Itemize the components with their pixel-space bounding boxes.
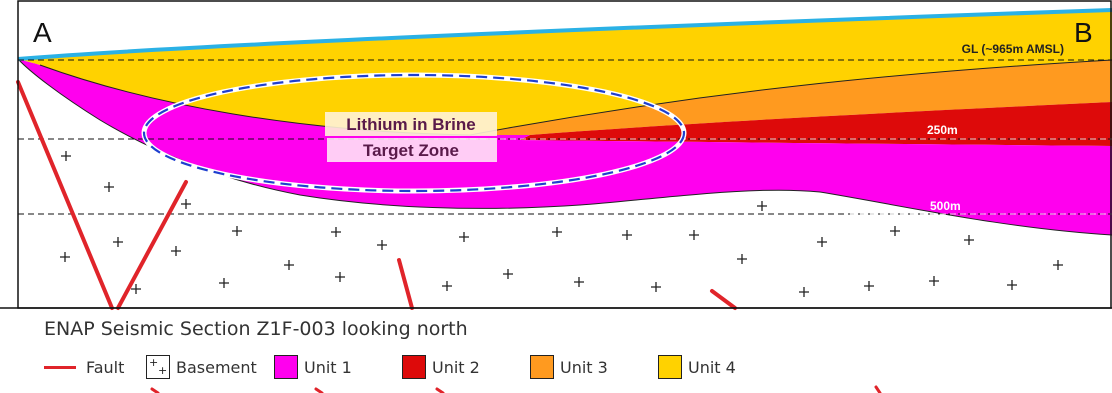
section-caption: ENAP Seismic Section Z1F-003 looking nor… — [44, 318, 468, 340]
depth-500-label: 500m — [930, 199, 961, 213]
legend-basement-label: Basement — [176, 357, 257, 377]
legend-unit-3: Unit 3 — [530, 354, 608, 380]
unit-1-layer — [18, 59, 1112, 235]
legend-unit-2: Unit 2 — [402, 354, 480, 380]
ground-level-label: GL (~965m AMSL) — [962, 42, 1064, 56]
unit-4-layer — [18, 10, 1112, 135]
section-label-a: A — [33, 17, 52, 48]
basement-crosses — [60, 151, 1063, 297]
fault-lines — [16, 80, 737, 310]
target-zone-label-line2: Target Zone — [363, 141, 459, 160]
unit-2-layer — [520, 102, 1112, 146]
legend-unit-4: Unit 4 — [658, 354, 736, 380]
legend-unit-1: Unit 1 — [274, 354, 352, 380]
legend-unit-4-label: Unit 4 — [688, 357, 736, 377]
legend-basement: + + Basement — [146, 354, 257, 380]
unit-2-swatch — [402, 355, 426, 379]
legend-unit-2-label: Unit 2 — [432, 357, 480, 377]
unit-3-layer — [470, 60, 1112, 135]
unit-4-swatch — [658, 355, 682, 379]
unit-1-swatch — [274, 355, 298, 379]
legend-unit-3-label: Unit 3 — [560, 357, 608, 377]
legend-unit-1-label: Unit 1 — [304, 357, 352, 377]
basement-swatch: + + — [146, 355, 170, 379]
depth-250-label: 250m — [927, 123, 958, 137]
target-zone-label-line1: Lithium in Brine — [346, 115, 475, 134]
legend-fault-label: Fault — [86, 357, 125, 377]
fault-swatch — [44, 365, 76, 369]
legend-fault: Fault — [44, 354, 124, 380]
unit-3-swatch — [530, 355, 554, 379]
ground-surface-line — [17, 8, 1112, 61]
section-label-b: B — [1074, 17, 1093, 48]
